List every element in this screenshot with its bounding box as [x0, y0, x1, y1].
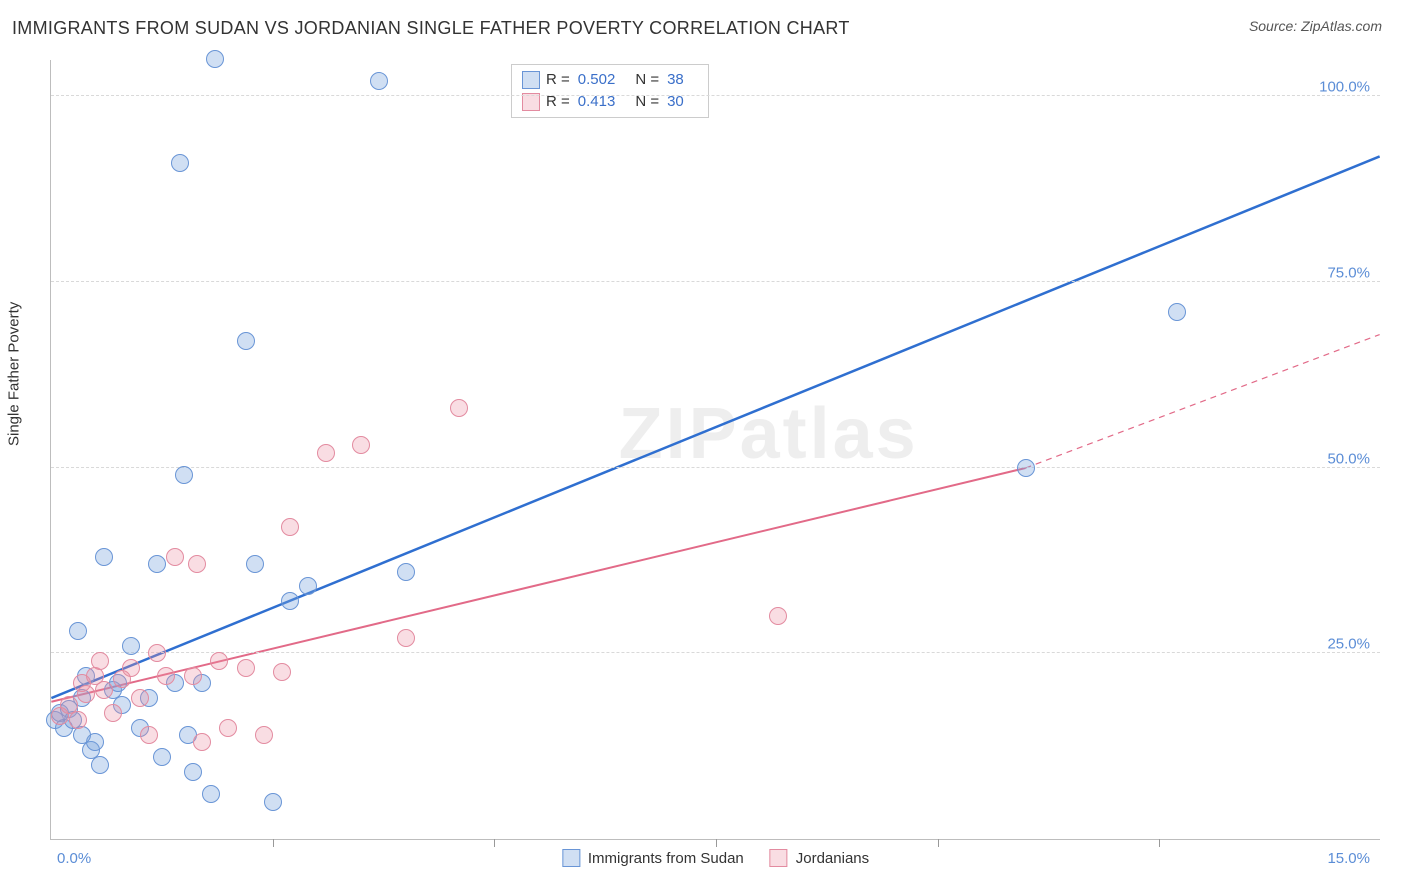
scatter-point [299, 577, 317, 595]
scatter-point [69, 711, 87, 729]
bottom-legend-item: Jordanians [770, 849, 869, 867]
bottom-legend-label: Immigrants from Sudan [588, 850, 744, 867]
scatter-point [122, 637, 140, 655]
legend-box: R = 0.502N = 38R = 0.413N = 30 [511, 64, 709, 118]
legend-n-value: 38 [667, 69, 684, 91]
xtick [1159, 839, 1160, 847]
x-tick-right: 15.0% [1327, 850, 1370, 867]
scatter-point [237, 332, 255, 350]
scatter-point [246, 555, 264, 573]
xtick [716, 839, 717, 847]
gridline-h [51, 95, 1380, 96]
ytick-label: 100.0% [1319, 79, 1370, 96]
chart-title: IMMIGRANTS FROM SUDAN VS JORDANIAN SINGL… [12, 18, 850, 39]
scatter-point [255, 726, 273, 744]
scatter-point [281, 518, 299, 536]
y-axis-label: Single Father Poverty [6, 302, 23, 446]
bottom-legend: Immigrants from Sudan Jordanians [562, 849, 869, 867]
plot-area: ZIPatlas R = 0.502N = 38R = 0.413N = 30 … [50, 60, 1380, 840]
ytick-label: 50.0% [1327, 450, 1370, 467]
scatter-point [352, 436, 370, 454]
scatter-point [237, 659, 255, 677]
x-tick-left: 0.0% [57, 850, 91, 867]
scatter-point [273, 663, 291, 681]
scatter-point [153, 748, 171, 766]
bottom-legend-label: Jordanians [796, 850, 869, 867]
scatter-point [95, 681, 113, 699]
gridline-h [51, 467, 1380, 468]
scatter-point [131, 689, 149, 707]
scatter-point [193, 733, 211, 751]
xtick [938, 839, 939, 847]
ytick-label: 25.0% [1327, 636, 1370, 653]
xtick [494, 839, 495, 847]
scatter-point [166, 548, 184, 566]
gridline-h [51, 281, 1380, 282]
scatter-point [148, 644, 166, 662]
gridline-h [51, 652, 1380, 653]
scatter-point [188, 555, 206, 573]
scatter-point [397, 563, 415, 581]
scatter-point [69, 622, 87, 640]
scatter-point [171, 154, 189, 172]
scatter-point [184, 667, 202, 685]
legend-swatch [770, 849, 788, 867]
scatter-point [210, 652, 228, 670]
scatter-point [264, 793, 282, 811]
scatter-point [1017, 459, 1035, 477]
scatter-point [219, 719, 237, 737]
bottom-legend-item: Immigrants from Sudan [562, 849, 744, 867]
scatter-point [95, 548, 113, 566]
legend-row: R = 0.502 N = 38 [522, 69, 698, 91]
watermark: ZIPatlas [619, 393, 919, 475]
scatter-point [202, 785, 220, 803]
scatter-point [104, 704, 122, 722]
scatter-point [77, 685, 95, 703]
scatter-point [184, 763, 202, 781]
trend-lines-svg [51, 60, 1380, 839]
scatter-point [206, 50, 224, 68]
scatter-point [450, 399, 468, 417]
legend-n-label: N = [635, 69, 659, 91]
scatter-point [140, 726, 158, 744]
scatter-point [1168, 303, 1186, 321]
scatter-point [370, 72, 388, 90]
scatter-point [281, 592, 299, 610]
scatter-point [175, 466, 193, 484]
legend-swatch [562, 849, 580, 867]
scatter-point [91, 652, 109, 670]
scatter-point [122, 659, 140, 677]
scatter-point [148, 555, 166, 573]
legend-swatch [522, 71, 540, 89]
scatter-point [157, 667, 175, 685]
xtick [273, 839, 274, 847]
source-label: Source: ZipAtlas.com [1249, 18, 1382, 34]
ytick-label: 75.0% [1327, 264, 1370, 281]
legend-r-label: R = [546, 69, 570, 91]
scatter-point [91, 756, 109, 774]
scatter-point [397, 629, 415, 647]
scatter-point [769, 607, 787, 625]
scatter-point [317, 444, 335, 462]
legend-r-value: 0.502 [578, 69, 616, 91]
